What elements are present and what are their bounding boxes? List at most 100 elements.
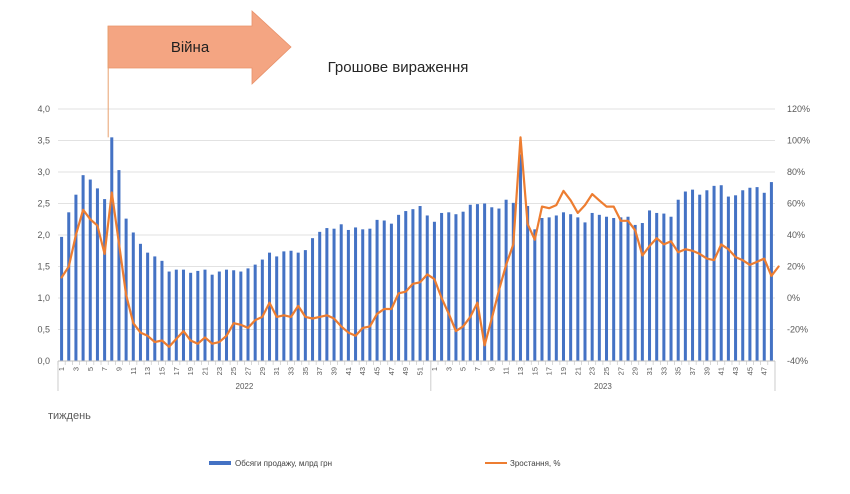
bar — [648, 210, 652, 361]
bar — [676, 199, 680, 361]
bar — [475, 204, 479, 361]
x-week-tick-label: 45 — [745, 367, 754, 375]
bar — [60, 236, 64, 361]
bar — [554, 215, 558, 361]
y-right-tick-label: 0% — [787, 293, 800, 303]
x-week-tick-label: 25 — [602, 367, 611, 375]
year-label: 2023 — [594, 382, 612, 391]
y-right-tick-label: 20% — [787, 262, 805, 272]
bar — [117, 170, 121, 361]
bar — [719, 185, 723, 361]
bar — [576, 217, 580, 361]
bar — [683, 191, 687, 361]
x-week-tick-label: 37 — [315, 367, 324, 375]
y-right-tick-label: 60% — [787, 199, 805, 209]
x-axis-label: тиждень — [48, 410, 91, 422]
bar — [224, 269, 229, 361]
bar — [597, 214, 601, 361]
bar — [526, 206, 530, 361]
bar — [540, 217, 544, 361]
x-week-tick-label: 35 — [301, 367, 310, 375]
war-annotation: Війна — [107, 10, 292, 138]
bar — [748, 187, 752, 361]
bar — [153, 256, 157, 361]
x-week-tick-label: 43 — [358, 367, 367, 375]
x-week-tick-label: 33 — [287, 367, 296, 375]
bar — [569, 214, 573, 361]
x-week-tick-label: 47 — [387, 367, 396, 375]
bar — [339, 224, 343, 361]
x-week-tick-label: 31 — [272, 367, 281, 375]
x-week-tick-label: 11 — [129, 367, 138, 375]
bar — [167, 271, 171, 361]
y-left-tick-label: 0,0 — [37, 356, 50, 366]
bar — [726, 196, 730, 361]
x-week-tick-label: 17 — [172, 367, 181, 375]
bar — [497, 208, 501, 361]
x-week-tick-label: 13 — [516, 367, 525, 375]
bar — [95, 188, 99, 361]
bar — [103, 199, 107, 361]
bar — [633, 224, 637, 361]
y-left-tick-label: 4,0 — [37, 104, 50, 114]
x-week-tick-label: 19 — [186, 367, 195, 375]
x-week-tick-label: 7 — [100, 367, 109, 371]
x-week-tick-label: 37 — [688, 367, 697, 375]
y-right-tick-label: 80% — [787, 167, 805, 177]
y-right-tick-label: 120% — [787, 104, 810, 114]
x-week-tick-label: 15 — [157, 367, 166, 375]
bar — [181, 269, 185, 361]
x-week-tick-label: 27 — [616, 367, 625, 375]
bar — [303, 250, 307, 361]
bar — [432, 221, 436, 361]
bar — [138, 243, 142, 361]
bar — [311, 238, 315, 361]
bar — [440, 212, 444, 361]
bar — [604, 216, 609, 361]
y-left-tick-label: 0,5 — [37, 325, 50, 335]
bar — [210, 274, 214, 361]
bar — [504, 199, 508, 361]
y-left-tick-label: 2,5 — [37, 199, 50, 209]
bar — [246, 268, 250, 361]
bar — [88, 179, 92, 361]
x-week-tick-label: 39 — [330, 367, 339, 375]
bar — [110, 137, 114, 361]
bar — [389, 223, 393, 361]
y-left-tick-label: 3,5 — [37, 136, 50, 146]
x-week-tick-label: 23 — [215, 367, 224, 375]
bar — [146, 252, 150, 361]
bar — [131, 232, 135, 361]
x-week-tick-label: 15 — [530, 367, 539, 375]
x-week-tick-label: 1 — [430, 367, 439, 371]
war-arrow — [107, 10, 292, 85]
y-right-tick-label: 40% — [787, 230, 805, 240]
bar — [346, 229, 350, 361]
bar — [447, 212, 451, 361]
x-week-tick-label: 31 — [645, 367, 654, 375]
bar-series — [60, 137, 773, 361]
x-week-tick-label: 21 — [573, 367, 582, 375]
bar — [762, 192, 766, 361]
year-label: 2022 — [236, 382, 254, 391]
bar — [468, 204, 472, 361]
bar — [232, 270, 236, 361]
bar — [640, 223, 644, 361]
bar — [239, 271, 243, 361]
bar — [196, 270, 200, 361]
x-week-tick-label: 3 — [444, 367, 453, 371]
legend-bar-swatch — [209, 461, 231, 465]
x-week-tick-label: 39 — [702, 367, 711, 375]
x-week-tick-label: 13 — [143, 367, 152, 375]
bar — [174, 269, 178, 361]
axes: 0,0 -40% 0,5 -20% 1,0 0% 1,5 20% 2,0 40% 2,5 60% 3,0… — [37, 104, 810, 391]
bar — [268, 252, 272, 361]
x-week-tick-label: 5 — [459, 367, 468, 371]
chart-title: Грошове вираження — [328, 59, 469, 76]
x-week-tick-label: 1 — [57, 367, 66, 371]
growth-line — [60, 136, 780, 348]
bar — [483, 203, 487, 361]
x-week-tick-label: 19 — [559, 367, 568, 375]
x-week-tick-label: 23 — [588, 367, 597, 375]
